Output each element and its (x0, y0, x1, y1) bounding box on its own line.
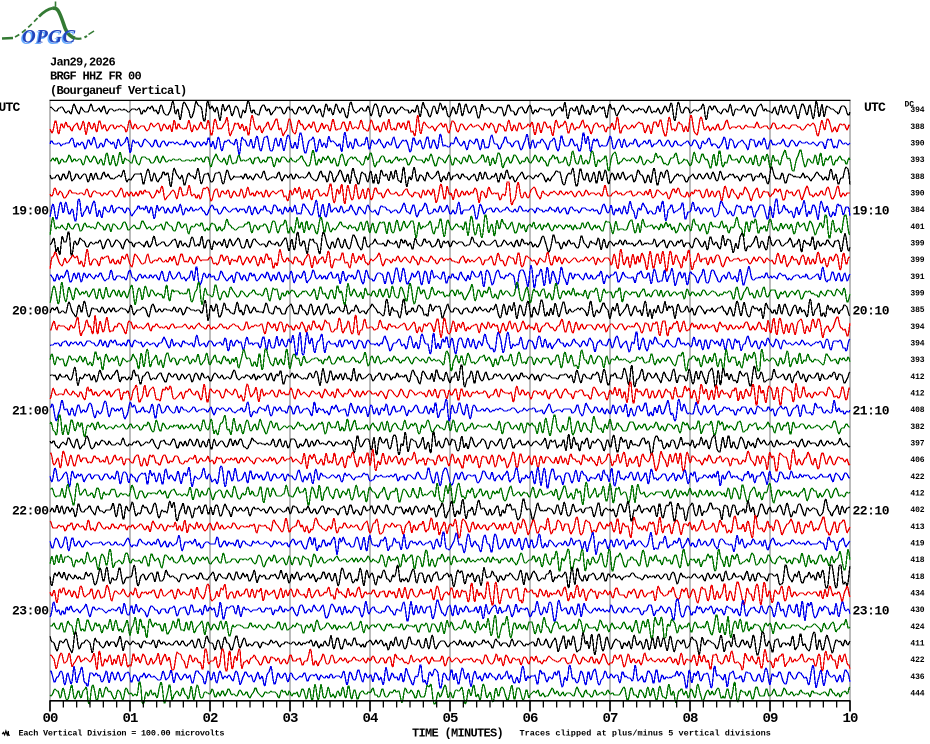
svg-text:09: 09 (762, 711, 778, 727)
svg-text:04: 04 (362, 711, 378, 727)
svg-text:390: 390 (910, 140, 924, 149)
svg-text:Jan29,2026: Jan29,2026 (50, 55, 116, 69)
svg-text:385: 385 (910, 306, 924, 315)
svg-text:388: 388 (910, 173, 924, 182)
svg-text:03: 03 (282, 711, 298, 727)
svg-text:OPGC: OPGC (22, 27, 76, 48)
svg-text:412: 412 (910, 373, 924, 382)
svg-text:393: 393 (910, 156, 924, 165)
svg-text:19:10: 19:10 (853, 204, 890, 219)
svg-text:07: 07 (602, 711, 618, 727)
svg-text:22:10: 22:10 (853, 504, 890, 519)
svg-text:TIME (MINUTES): TIME (MINUTES) (412, 727, 503, 741)
svg-text:393: 393 (910, 356, 924, 365)
svg-text:06: 06 (522, 711, 538, 727)
svg-text:394: 394 (910, 106, 924, 115)
svg-text:DC: DC (905, 101, 915, 110)
svg-text:406: 406 (910, 456, 924, 465)
svg-text:19:00: 19:00 (12, 204, 49, 219)
svg-text:412: 412 (910, 490, 924, 499)
svg-text:408: 408 (910, 406, 924, 415)
svg-text:412: 412 (910, 390, 924, 399)
svg-text:388: 388 (910, 123, 924, 132)
svg-text:399: 399 (910, 256, 924, 265)
svg-text:411: 411 (910, 640, 924, 649)
svg-text:Traces clipped at plus/minus 5: Traces clipped at plus/minus 5 vertical … (520, 728, 771, 738)
svg-text:22:00: 22:00 (12, 504, 49, 519)
svg-text:419: 419 (910, 540, 924, 549)
svg-text:413: 413 (910, 523, 924, 532)
svg-text:397: 397 (910, 440, 924, 449)
svg-text:418: 418 (910, 556, 924, 565)
svg-text:02: 02 (202, 711, 218, 727)
svg-text:444: 444 (910, 690, 924, 699)
svg-text:394: 394 (910, 340, 924, 349)
svg-text:422: 422 (910, 656, 924, 665)
svg-text:382: 382 (910, 423, 924, 432)
svg-text:401: 401 (910, 223, 924, 232)
svg-text:21:00: 21:00 (12, 404, 49, 419)
svg-text:20:10: 20:10 (853, 304, 890, 319)
svg-text:394: 394 (910, 323, 924, 332)
svg-text:418: 418 (910, 573, 924, 582)
svg-text:BRGF HHZ FR 00: BRGF HHZ FR 00 (50, 70, 142, 84)
svg-text:UTC: UTC (0, 100, 21, 115)
svg-text:399: 399 (910, 290, 924, 299)
svg-text:436: 436 (910, 673, 924, 682)
svg-text:391: 391 (910, 273, 924, 282)
svg-text:10: 10 (842, 711, 858, 727)
svg-text:05: 05 (442, 711, 458, 727)
svg-text:23:10: 23:10 (853, 604, 890, 619)
svg-text:390: 390 (910, 190, 924, 199)
svg-text:384: 384 (910, 206, 924, 215)
svg-text:402: 402 (910, 506, 924, 515)
svg-text:01: 01 (122, 711, 138, 727)
svg-text:424: 424 (910, 623, 924, 632)
svg-text:23:00: 23:00 (12, 604, 49, 619)
svg-text:UTC: UTC (864, 100, 886, 115)
svg-text:399: 399 (910, 240, 924, 249)
svg-text:430: 430 (910, 606, 924, 615)
svg-text:434: 434 (910, 590, 924, 599)
svg-text:21:10: 21:10 (853, 404, 890, 419)
svg-text:Each Vertical Division = 100.: Each Vertical Division = 100.00 microvol… (19, 728, 225, 738)
svg-text:08: 08 (682, 711, 698, 727)
svg-text:OPGC: OPGC (21, 28, 75, 49)
svg-text:20:00: 20:00 (12, 304, 49, 319)
svg-text:(Bourganeuf Vertical): (Bourganeuf Vertical) (50, 84, 187, 98)
svg-text:422: 422 (910, 473, 924, 482)
svg-text:00: 00 (42, 711, 58, 727)
